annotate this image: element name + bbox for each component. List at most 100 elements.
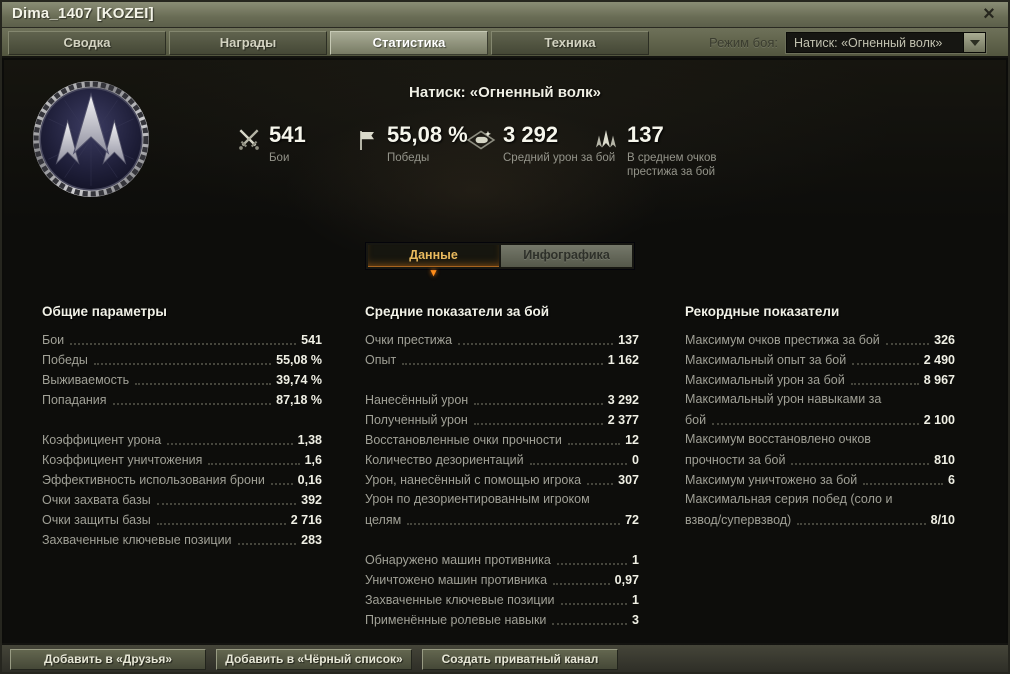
stat-label: Максимум уничтожено за бой xyxy=(685,473,858,487)
stat-label: Количество дезориентаций xyxy=(365,453,524,467)
stat-label: прочности за бой xyxy=(685,453,786,467)
tab-statistics[interactable]: Статистика xyxy=(330,31,488,55)
subtab-infographics[interactable]: Инфографика xyxy=(501,245,632,267)
stat-label: Коэффициент урона xyxy=(42,433,162,447)
stat-label: В среднем очков престижа за бой xyxy=(627,152,717,178)
stat-value: 55,08 % xyxy=(276,353,322,367)
table-row: Очки престижа 137 xyxy=(365,329,639,349)
stat-label: Захваченные ключевые позиции xyxy=(42,533,232,547)
create-private-channel-button[interactable]: Создать приватный канал xyxy=(422,649,618,670)
subtab-panel: Данные ▾ Инфографика xyxy=(365,242,635,279)
dotted-leader xyxy=(208,463,300,465)
stat-value: 307 xyxy=(618,473,639,487)
add-friend-button[interactable]: Добавить в «Друзья» xyxy=(10,649,206,670)
prestige-wings-icon xyxy=(592,127,620,158)
dotted-leader xyxy=(156,523,286,525)
table-row: Максимум очков престижа за бой 326 xyxy=(685,329,955,349)
table-row: Попадания 87,18 % xyxy=(42,389,322,409)
stat-label: Восстановленные очки прочности xyxy=(365,433,562,447)
stat-value: 541 xyxy=(301,333,322,347)
stat-value: 1 xyxy=(632,553,639,567)
table-row: Восстановленные очки прочности 12 xyxy=(365,429,639,449)
stat-value: 8 967 xyxy=(923,373,955,387)
table-row: Максимальный опыт за бой 2 490 xyxy=(685,349,955,369)
stat-label: Победы xyxy=(387,152,430,164)
stat-group: Очки престижа 137 Опыт 1 162 xyxy=(365,329,639,369)
active-tab-chevron-icon: ▾ xyxy=(430,267,437,279)
stat-label: Максимум восстановлено очков xyxy=(685,432,871,446)
table-row: Коэффициент урона 1,38 xyxy=(42,429,322,449)
stat-value: 326 xyxy=(934,333,955,347)
dotted-leader xyxy=(797,523,926,525)
stat-value: 1,6 xyxy=(304,453,322,467)
dotted-leader xyxy=(474,403,603,405)
dropdown-arrow-icon[interactable] xyxy=(963,33,985,52)
stat-value: 8/10 xyxy=(930,513,955,527)
table-row: Уничтожено машин противника 0,97 xyxy=(365,569,639,589)
table-row: Захваченные ключевые позиции 1 xyxy=(365,589,639,609)
column-rows: Максимум очков престижа за бой 326 Максима… xyxy=(685,329,955,529)
column-title: Общие параметры xyxy=(42,304,167,319)
dotted-leader xyxy=(112,403,272,405)
stat-value: 39,74 % xyxy=(276,373,322,387)
table-row: Очки защиты базы 2 716 xyxy=(42,509,322,529)
tab-awards[interactable]: Награды xyxy=(169,31,327,55)
stat-value: 3 292 xyxy=(503,122,559,147)
dotted-leader xyxy=(237,543,297,545)
stat-label: Коэффициент уничтожения xyxy=(42,453,203,467)
stat-value: 392 xyxy=(301,493,322,507)
stat-value: 283 xyxy=(301,533,322,547)
stat-wins: 55,08 % Победы xyxy=(356,122,468,165)
table-row: Эффективность использования брони 0,16 xyxy=(42,469,322,489)
stat-label: Очки захвата базы xyxy=(42,493,151,507)
stat-value: 0,16 xyxy=(297,473,322,487)
stat-label: Средний урон за бой xyxy=(503,152,616,164)
dotted-leader xyxy=(567,443,621,445)
stat-label: Захваченные ключевые позиции xyxy=(365,593,555,607)
footer-buttons: Добавить в «Друзья» Добавить в «Чёрный сп… xyxy=(10,649,618,670)
add-blacklist-button[interactable]: Добавить в «Чёрный список» xyxy=(216,649,412,670)
shell-icon xyxy=(466,127,496,158)
stat-label: целям xyxy=(365,513,402,527)
table-row: Урон по дезориентированным игроком целям 7… xyxy=(365,489,639,529)
content-area: Натиск: «Огненный волк» 541 Бои 55,08 % Поб… xyxy=(4,60,1006,643)
header-background-art xyxy=(4,60,1006,250)
table-row: Применённые ролевые навыки 3 xyxy=(365,609,639,629)
stat-label: Выживаемость xyxy=(42,373,130,387)
stat-label: Полученный урон xyxy=(365,413,468,427)
dotted-leader xyxy=(560,603,628,605)
stat-group: Обнаружено машин противника 1 Уничтожено м… xyxy=(365,549,639,629)
stat-value: 0,97 xyxy=(614,573,639,587)
dotted-leader xyxy=(791,463,930,465)
table-row: Обнаружено машин противника 1 xyxy=(365,549,639,569)
dotted-leader xyxy=(407,523,621,525)
stat-label: Обнаружено машин противника xyxy=(365,553,551,567)
close-icon[interactable]: × xyxy=(983,3,995,25)
stat-label: Урон, нанесённый с помощью игрока xyxy=(365,473,582,487)
dotted-leader xyxy=(402,363,603,365)
stat-label: Максимальный урон навыками за xyxy=(685,392,882,406)
column-rows: Бои 541 Победы 55,08 % Выживаемость 39,74 % По… xyxy=(42,329,322,549)
table-row: Выживаемость 39,74 % xyxy=(42,369,322,389)
flag-icon xyxy=(356,127,380,158)
stat-label: Опыт xyxy=(365,353,397,367)
dotted-leader xyxy=(712,423,919,425)
tab-bar: Сводка Награды Статистика Техника Режим боя… xyxy=(2,28,1008,58)
dotted-leader xyxy=(587,483,614,485)
stat-label: Максимальный опыт за бой xyxy=(685,353,847,367)
stat-label: взвод/супервзвод) xyxy=(685,513,792,527)
player-name-title: Dima_1407 [KOZEI] xyxy=(12,5,154,22)
dotted-leader xyxy=(135,383,272,385)
subtab-data[interactable]: Данные ▾ xyxy=(368,245,499,279)
table-row: Максимальный урон за бой 8 967 xyxy=(685,369,955,389)
dotted-leader xyxy=(270,483,293,485)
stat-value: 0 xyxy=(632,453,639,467)
stat-value: 72 xyxy=(625,513,639,527)
column-rows: Очки престижа 137 Опыт 1 162 Нанесённый урон… xyxy=(365,329,639,629)
battle-mode-select[interactable]: Натиск: «Огненный волк» xyxy=(786,32,986,53)
tab-summary[interactable]: Сводка xyxy=(8,31,166,55)
dotted-leader xyxy=(852,363,919,365)
stat-value: 137 xyxy=(627,122,664,147)
table-row: Максимальная серия побед (соло и взвод/су… xyxy=(685,489,955,529)
tab-vehicles[interactable]: Техника xyxy=(491,31,649,55)
